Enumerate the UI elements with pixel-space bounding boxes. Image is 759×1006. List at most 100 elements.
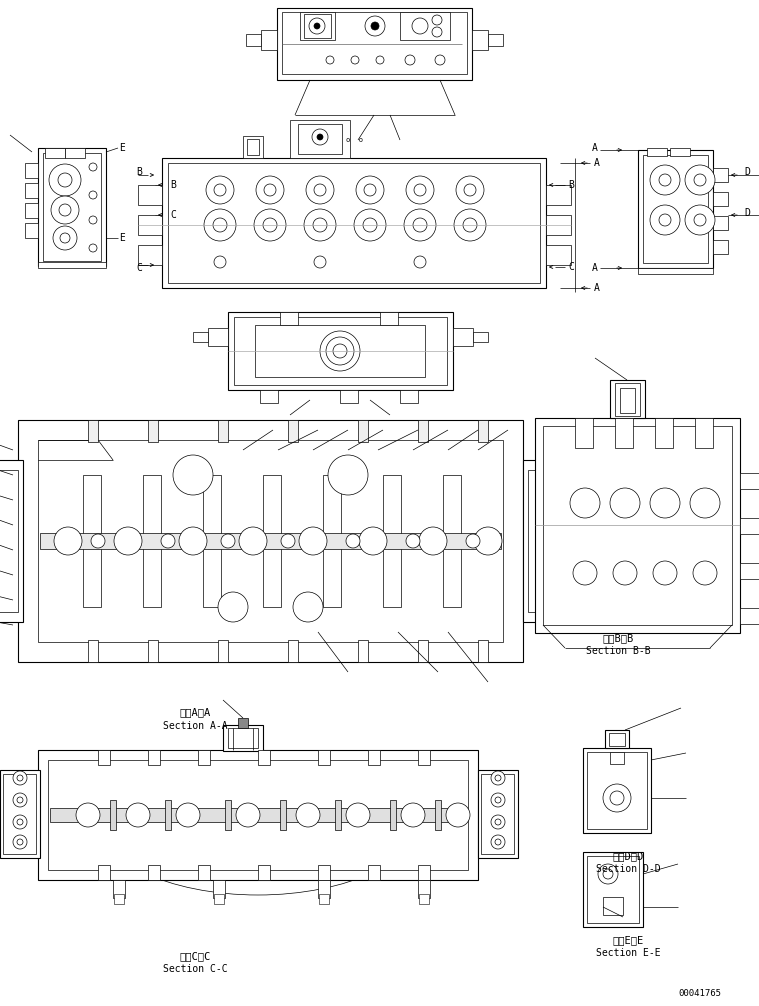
Bar: [603, 897, 623, 915]
Circle shape: [354, 209, 386, 241]
Bar: [38, 148, 106, 266]
Circle shape: [570, 488, 600, 518]
Circle shape: [495, 775, 501, 781]
Bar: [0, 770, 40, 858]
Bar: [162, 158, 546, 288]
Circle shape: [161, 534, 175, 548]
Text: D: D: [744, 208, 750, 218]
Circle shape: [299, 527, 327, 555]
Bar: [418, 880, 430, 898]
Bar: [168, 163, 540, 283]
Bar: [390, 800, 396, 830]
Circle shape: [610, 488, 640, 518]
Circle shape: [405, 55, 415, 65]
Bar: [288, 420, 298, 442]
Circle shape: [76, 803, 100, 827]
Circle shape: [414, 184, 426, 196]
Circle shape: [126, 803, 150, 827]
Circle shape: [213, 218, 227, 232]
Circle shape: [314, 256, 326, 268]
Text: A: A: [594, 158, 600, 168]
Circle shape: [650, 205, 680, 235]
Bar: [583, 748, 651, 833]
Bar: [113, 880, 125, 898]
Bar: [193, 332, 208, 342]
Circle shape: [333, 344, 347, 358]
Circle shape: [414, 256, 426, 268]
Circle shape: [176, 803, 200, 827]
Circle shape: [491, 815, 505, 829]
Circle shape: [326, 56, 334, 64]
Bar: [647, 148, 667, 156]
Bar: [258, 865, 270, 880]
Bar: [25, 183, 38, 198]
Bar: [225, 800, 231, 830]
Circle shape: [214, 184, 226, 196]
Bar: [472, 30, 488, 50]
Circle shape: [464, 184, 476, 196]
Circle shape: [89, 191, 97, 199]
Bar: [48, 760, 468, 870]
Circle shape: [218, 592, 248, 622]
Text: 断面D－D: 断面D－D: [613, 851, 644, 861]
Bar: [214, 894, 224, 904]
Circle shape: [603, 869, 613, 879]
Text: C: C: [568, 262, 574, 272]
Bar: [18, 420, 523, 662]
Circle shape: [13, 793, 27, 807]
Bar: [138, 215, 162, 235]
Bar: [695, 418, 713, 448]
Bar: [740, 473, 759, 489]
Circle shape: [60, 233, 70, 243]
Bar: [288, 640, 298, 662]
Text: B: B: [568, 180, 574, 190]
Circle shape: [13, 815, 27, 829]
Circle shape: [412, 18, 428, 34]
Text: A: A: [592, 143, 598, 153]
Text: 断面E－E: 断面E－E: [613, 935, 644, 945]
Bar: [670, 148, 690, 156]
Circle shape: [491, 793, 505, 807]
Bar: [713, 216, 728, 230]
Circle shape: [293, 592, 323, 622]
Circle shape: [17, 797, 23, 803]
Bar: [290, 120, 350, 158]
Circle shape: [346, 803, 370, 827]
Circle shape: [306, 176, 334, 204]
Bar: [713, 168, 728, 182]
Bar: [304, 14, 331, 38]
Bar: [543, 426, 732, 625]
Circle shape: [432, 15, 442, 25]
Bar: [740, 608, 759, 624]
Circle shape: [296, 803, 320, 827]
Circle shape: [659, 174, 671, 186]
Bar: [478, 420, 488, 442]
Circle shape: [404, 209, 436, 241]
Circle shape: [221, 534, 235, 548]
Circle shape: [694, 214, 706, 226]
Text: 断面A－A: 断面A－A: [179, 707, 211, 717]
Bar: [263, 475, 281, 607]
Circle shape: [91, 534, 105, 548]
Circle shape: [49, 164, 81, 196]
Circle shape: [281, 534, 295, 548]
Circle shape: [466, 534, 480, 548]
Circle shape: [456, 176, 484, 204]
Bar: [298, 124, 342, 154]
Circle shape: [17, 819, 23, 825]
Bar: [609, 733, 625, 746]
Bar: [655, 418, 673, 448]
Text: Section C-C: Section C-C: [162, 964, 227, 974]
Text: A: A: [592, 263, 598, 273]
Bar: [218, 420, 228, 442]
Circle shape: [351, 56, 359, 64]
Bar: [148, 750, 160, 765]
Circle shape: [256, 176, 284, 204]
Circle shape: [359, 527, 387, 555]
Bar: [418, 420, 428, 442]
Text: A: A: [594, 283, 600, 293]
Bar: [380, 312, 398, 325]
Circle shape: [304, 209, 336, 241]
Circle shape: [53, 226, 77, 250]
Circle shape: [495, 797, 501, 803]
